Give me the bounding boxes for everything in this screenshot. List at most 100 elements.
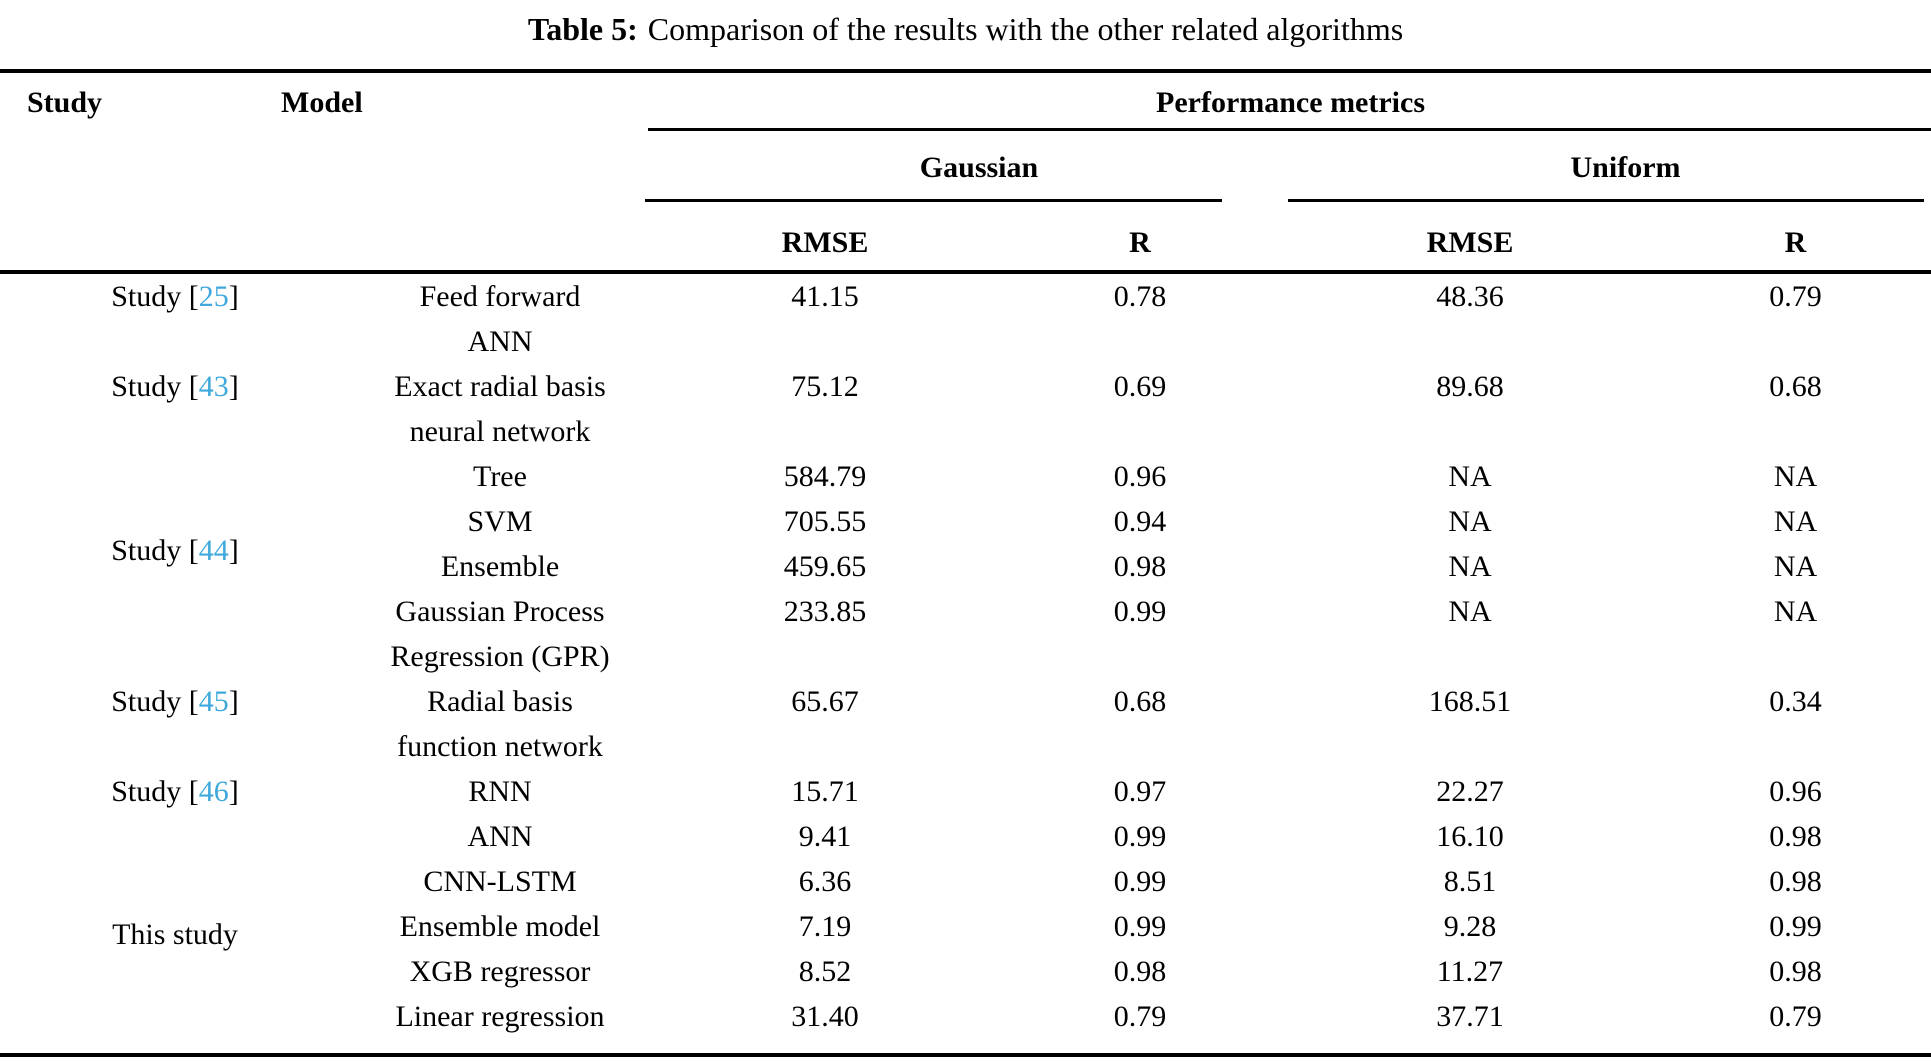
results-table: Study Model Performance metrics Gaussian… — [0, 73, 1931, 1039]
gaussian-r-cell: 0.68 — [1113, 685, 1167, 718]
study-cell-empty — [0, 859, 350, 904]
uniform-rmse-cell: 22.27 — [1436, 775, 1504, 808]
citation-link[interactable]: 43 — [198, 370, 229, 403]
study-label-bracket: ] — [228, 370, 239, 403]
header-bottom-rule — [0, 270, 1931, 274]
model-cell: Tree — [473, 460, 527, 493]
header-gaussian-label: Gaussian — [919, 151, 1039, 184]
uniform-rmse-cell: 9.28 — [1443, 910, 1497, 943]
study-label: Study [ — [111, 370, 199, 403]
model-cell: Exact radial basis neural network — [394, 370, 606, 448]
uniform-r-cell: 0.79 — [1769, 280, 1822, 313]
header-spacer — [0, 128, 650, 199]
table-row-feed-forward-ann: Study [25] Feed forward ANN 41.15 0.78 4… — [0, 274, 1931, 364]
performance-metrics-underline — [648, 128, 1931, 131]
table-caption: Table 5: Comparison of the results with t… — [0, 5, 1931, 53]
uniform-r-cell: NA — [1773, 505, 1818, 538]
model-cell: Radial basis function network — [397, 685, 603, 763]
study-cell: Study [43] — [0, 364, 350, 454]
study-label: Study [ — [111, 775, 199, 808]
gaussian-r-cell: 0.98 — [1113, 550, 1167, 583]
uniform-rmse-cell: 16.10 — [1436, 820, 1504, 853]
citation-link[interactable]: 46 — [198, 775, 229, 808]
gaussian-rmse-cell: 7.19 — [798, 910, 852, 943]
gaussian-r-cell: 0.99 — [1113, 820, 1167, 853]
header-group-uniform: Uniform — [1280, 128, 1931, 199]
table-top-rule — [0, 69, 1931, 73]
study-label-bracket: ] — [228, 685, 239, 718]
table-row-linear-regression: Linear regression 31.40 0.79 37.71 0.79 — [0, 994, 1931, 1039]
header-row-top: Study Model Performance metrics — [0, 73, 1931, 128]
gaussian-rmse-cell: 75.12 — [791, 370, 859, 403]
gaussian-r-cell: 0.99 — [1113, 865, 1167, 898]
uniform-rmse-cell: 89.68 — [1436, 370, 1504, 403]
study-label: Study [ — [111, 685, 199, 718]
uniform-rmse-cell: 48.36 — [1436, 280, 1504, 313]
model-cell: Ensemble model — [399, 910, 601, 943]
gaussian-r-cell: 0.69 — [1113, 370, 1167, 403]
table-header: Study Model Performance metrics Gaussian… — [0, 73, 1931, 274]
uniform-group-underline — [1288, 199, 1924, 202]
table-caption-text: Comparison of the results with the other… — [647, 11, 1404, 47]
table-row-cnn-lstm: CNN-LSTM 6.36 0.99 8.51 0.98 — [0, 859, 1931, 904]
header-study: Study — [27, 86, 103, 119]
uniform-rmse-cell: 168.51 — [1428, 685, 1512, 718]
gaussian-r-cell: 0.99 — [1113, 910, 1167, 943]
table-row-ensemble-model: This study Ensemble model 7.19 0.99 9.28… — [0, 904, 1931, 951]
gaussian-r-cell: 0.78 — [1113, 280, 1167, 313]
uniform-rmse-cell: NA — [1448, 505, 1492, 538]
study-label-bracket: ] — [228, 775, 239, 808]
gaussian-rmse-cell: 65.67 — [791, 685, 859, 718]
gaussian-r-cell: 0.96 — [1113, 460, 1167, 493]
uniform-rmse-cell: 37.71 — [1436, 1000, 1504, 1033]
uniform-r-cell: 0.96 — [1769, 775, 1822, 808]
table-bottom-rule — [0, 1053, 1931, 1057]
table-row-xgb-regressor: XGB regressor 8.52 0.98 11.27 0.98 — [0, 949, 1931, 994]
uniform-r-cell: 0.79 — [1769, 1000, 1822, 1033]
uniform-rmse-cell: NA — [1448, 550, 1492, 583]
model-cell: Gaussian Process Regression (GPR) — [390, 595, 610, 673]
uniform-rmse-cell: 8.51 — [1443, 865, 1497, 898]
model-cell: Linear regression — [395, 1000, 605, 1033]
model-cell: ANN — [467, 820, 533, 853]
gaussian-rmse-cell: 459.65 — [783, 550, 867, 583]
gaussian-rmse-cell: 15.71 — [791, 775, 859, 808]
gaussian-r-cell: 0.98 — [1113, 955, 1167, 988]
study-label: Study [ — [111, 280, 199, 313]
table-caption-number: Table 5: — [527, 11, 638, 47]
gaussian-rmse-cell: 584.79 — [783, 460, 867, 493]
header-spacer — [0, 199, 650, 274]
study-label-bracket: ] — [228, 534, 239, 567]
study-label: This study — [112, 918, 238, 951]
citation-link[interactable]: 45 — [198, 685, 229, 718]
study-cell: Study [44] — [0, 454, 350, 679]
header-model: Model — [281, 86, 363, 119]
gaussian-r-cell: 0.79 — [1113, 1000, 1167, 1033]
citation-link[interactable]: 44 — [198, 534, 229, 567]
citation-link[interactable]: 25 — [198, 280, 229, 313]
uniform-r-cell: 0.98 — [1769, 820, 1822, 853]
gaussian-r-cell: 0.97 — [1113, 775, 1167, 808]
model-cell: CNN-LSTM — [423, 865, 577, 898]
model-cell: XGB regressor — [409, 955, 591, 988]
table-row-radial-basis: Study [45] Radial basis function network… — [0, 679, 1931, 769]
gaussian-rmse-cell: 41.15 — [791, 280, 859, 313]
gaussian-rmse-cell: 233.85 — [783, 595, 867, 628]
header-group-gaussian: Gaussian — [650, 128, 1280, 199]
header-row-groups: Gaussian Uniform — [0, 128, 1931, 199]
table-row-rnn: Study [46] RNN 15.71 0.97 22.27 0.96 — [0, 769, 1931, 814]
uniform-rmse-cell: NA — [1448, 595, 1492, 628]
table-row-exact-radial-basis: Study [43] Exact radial basis neural net… — [0, 364, 1931, 454]
gaussian-rmse-cell: 8.52 — [798, 955, 852, 988]
study-cell: Study [25] — [0, 274, 350, 364]
header-study-model: Study Model — [0, 73, 650, 128]
table-row-ensemble: Ensemble 459.65 0.98 NA NA — [0, 544, 1931, 589]
header-gaussian-r: R — [1129, 226, 1151, 259]
uniform-rmse-cell: NA — [1448, 460, 1492, 493]
table-row-gpr: Gaussian Process Regression (GPR) 233.85… — [0, 589, 1931, 679]
gaussian-rmse-cell: 31.40 — [791, 1000, 859, 1033]
model-cell: SVM — [467, 505, 533, 538]
table-row-ann: ANN 9.41 0.99 16.10 0.98 — [0, 814, 1931, 859]
model-cell: Ensemble — [440, 550, 560, 583]
